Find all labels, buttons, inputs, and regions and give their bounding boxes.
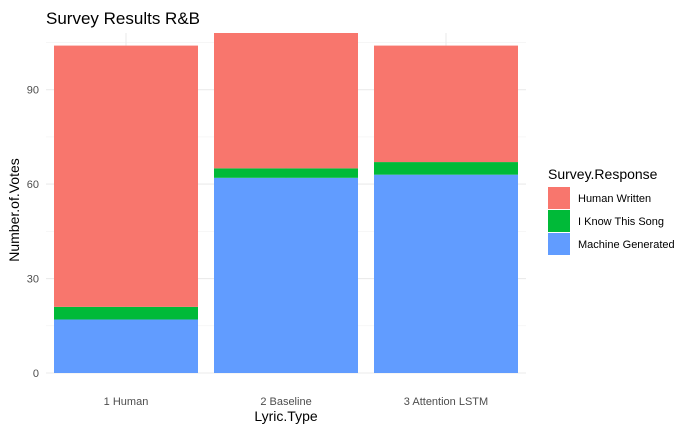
- bar-2-baseline-human-written: [214, 33, 358, 169]
- legend: Survey.Response Human Written I Know This…: [548, 166, 675, 255]
- x-axis-ticks: 1 Human 2 Baseline 3 Attention LSTM: [104, 396, 489, 408]
- legend-label-machine-generated: Machine Generated: [578, 239, 675, 251]
- y-axis-ticks: 0 30 60 90: [27, 85, 39, 380]
- legend-key-i-know-this-song: [548, 210, 570, 232]
- legend-label-human-written: Human Written: [578, 193, 651, 205]
- bar-3-attention-lstm-i-know-this-song: [374, 162, 518, 175]
- x-tick-label: 2 Baseline: [260, 396, 311, 408]
- bar-1-human-i-know-this-song: [54, 306, 198, 320]
- chart-title: Survey Results R&B: [46, 9, 200, 28]
- y-tick-label: 30: [27, 274, 39, 286]
- y-tick-label: 0: [33, 368, 39, 380]
- x-tick-label: 3 Attention LSTM: [404, 396, 488, 408]
- x-tick-label: 1 Human: [104, 396, 149, 408]
- bar-2-baseline-i-know-this-song: [214, 168, 358, 178]
- x-axis-label: Lyric.Type: [254, 408, 317, 424]
- y-tick-label: 90: [27, 85, 39, 97]
- legend-title: Survey.Response: [548, 166, 658, 182]
- y-axis-label: Number.of.Votes: [6, 158, 22, 262]
- bars: [54, 33, 518, 373]
- bar-3-attention-lstm-machine-generated: [374, 174, 518, 373]
- bar-2-baseline-machine-generated: [214, 177, 358, 373]
- bar-3-attention-lstm-human-written: [374, 45, 518, 163]
- y-tick-label: 60: [27, 179, 39, 191]
- legend-key-human-written: [548, 187, 570, 209]
- legend-key-machine-generated: [548, 233, 570, 255]
- bar-1-human-machine-generated: [54, 319, 198, 373]
- legend-label-i-know-this-song: I Know This Song: [578, 216, 664, 228]
- bar-1-human-human-written: [54, 45, 198, 307]
